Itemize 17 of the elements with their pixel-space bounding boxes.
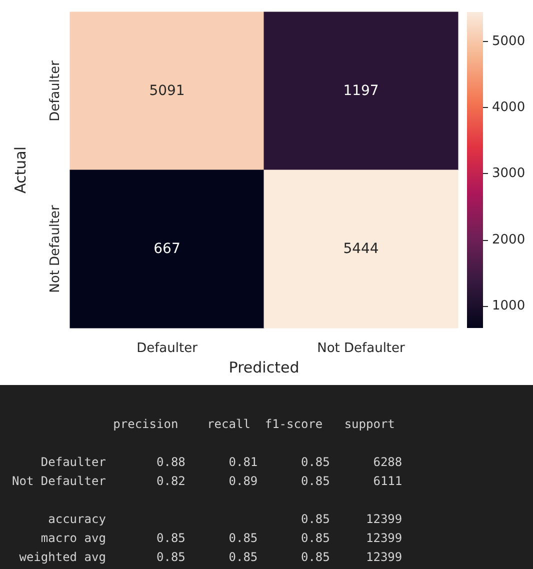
text: Not Defaulter 0.82 0.89 0.85 6111 bbox=[12, 473, 404, 490]
data-label: 667 bbox=[154, 241, 180, 257]
text: accuracy 0.85 12399 bbox=[47, 511, 404, 528]
color-bar-label: 2000 bbox=[492, 232, 526, 248]
data-label: 5444 bbox=[343, 241, 379, 257]
text: weighted avg 0.85 0.85 0.85 12399 bbox=[18, 549, 404, 566]
data-label: 5091 bbox=[149, 83, 185, 99]
color-bar-label: 5000 bbox=[492, 34, 526, 49]
data-label: 1197 bbox=[343, 83, 379, 99]
color-bar-label: 4000 bbox=[492, 100, 526, 116]
text: precision recall f1-score support bbox=[112, 416, 396, 433]
text: Defaulter 0.88 0.81 0.85 6288 bbox=[40, 454, 404, 471]
color-bar-label: 3000 bbox=[492, 166, 526, 182]
y-axis-title: Actual bbox=[12, 146, 30, 194]
x-axis-title: Predicted bbox=[228, 358, 300, 376]
text: macro avg 0.85 0.85 0.85 12399 bbox=[40, 530, 404, 547]
color-bar-label: 1000 bbox=[492, 298, 526, 314]
